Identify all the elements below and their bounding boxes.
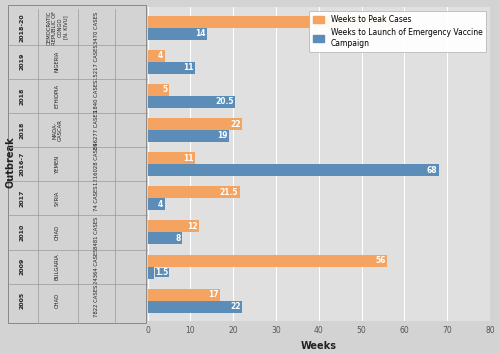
Text: NIGERIA: NIGERIA bbox=[55, 51, 60, 72]
Text: 4: 4 bbox=[158, 200, 164, 209]
Text: 2018: 2018 bbox=[20, 87, 25, 104]
Text: CHAD: CHAD bbox=[55, 293, 60, 308]
Bar bbox=[148, 289, 220, 301]
Text: 74 CASES: 74 CASES bbox=[94, 185, 99, 211]
Text: 2019: 2019 bbox=[20, 53, 25, 70]
Text: 21.5: 21.5 bbox=[220, 188, 238, 197]
Bar bbox=[148, 152, 194, 164]
Text: DEMOCRATIC
REPUBLIC OF
CONGO
[N. KIVU]: DEMOCRATIC REPUBLIC OF CONGO [N. KIVU] bbox=[46, 10, 68, 45]
Text: 2010: 2010 bbox=[20, 224, 25, 241]
Text: 15217 CASES: 15217 CASES bbox=[94, 44, 99, 79]
Bar bbox=[148, 62, 194, 74]
Text: 2005: 2005 bbox=[20, 292, 25, 309]
Text: 22: 22 bbox=[230, 302, 240, 311]
Text: 2018: 2018 bbox=[20, 121, 25, 139]
Bar bbox=[148, 96, 236, 108]
Text: Outbreak: Outbreak bbox=[5, 137, 15, 188]
Bar bbox=[148, 221, 199, 232]
Bar bbox=[148, 255, 387, 267]
Bar bbox=[148, 28, 208, 40]
Bar bbox=[148, 130, 229, 142]
Text: 1.5: 1.5 bbox=[155, 268, 168, 277]
Bar bbox=[148, 301, 242, 313]
Text: SYRIA: SYRIA bbox=[55, 191, 60, 206]
Text: 346277 CASES: 346277 CASES bbox=[94, 110, 99, 150]
Text: 3470 CASES: 3470 CASES bbox=[94, 11, 99, 44]
Text: 2016-7: 2016-7 bbox=[20, 152, 25, 176]
Text: 8: 8 bbox=[175, 234, 180, 243]
Text: 12: 12 bbox=[187, 222, 198, 231]
Bar bbox=[148, 232, 182, 244]
Text: 2017: 2017 bbox=[20, 190, 25, 207]
Text: 4: 4 bbox=[158, 51, 164, 60]
Text: 11: 11 bbox=[183, 63, 194, 72]
Text: YEMEN: YEMEN bbox=[55, 155, 60, 173]
Text: 17: 17 bbox=[208, 290, 219, 299]
Text: 7822 CASES: 7822 CASES bbox=[94, 285, 99, 317]
Text: CHAD: CHAD bbox=[55, 225, 60, 240]
Bar bbox=[148, 50, 164, 62]
Text: 14: 14 bbox=[196, 29, 206, 38]
Bar bbox=[148, 16, 392, 28]
Text: 2018-20: 2018-20 bbox=[20, 13, 25, 42]
Bar bbox=[148, 84, 169, 96]
Bar bbox=[148, 164, 439, 176]
Text: 57: 57 bbox=[380, 17, 390, 26]
Text: 1216028 CASES: 1216028 CASES bbox=[94, 143, 99, 185]
Bar bbox=[148, 186, 240, 198]
Text: ETHIOPIA: ETHIOPIA bbox=[55, 84, 60, 108]
Text: 56: 56 bbox=[376, 256, 386, 265]
Text: 5: 5 bbox=[162, 85, 168, 94]
Text: 2009: 2009 bbox=[20, 258, 25, 275]
Text: 8481 CASES: 8481 CASES bbox=[94, 216, 99, 249]
X-axis label: Weeks: Weeks bbox=[301, 341, 337, 351]
Legend: Weeks to Peak Cases, Weeks to Launch of Emergency Vaccine
Campaign: Weeks to Peak Cases, Weeks to Launch of … bbox=[309, 11, 486, 52]
Text: 19: 19 bbox=[217, 131, 228, 140]
Text: 11: 11 bbox=[183, 154, 194, 163]
Bar bbox=[148, 198, 164, 210]
Text: 68: 68 bbox=[426, 166, 438, 175]
Text: 24364 CASES: 24364 CASES bbox=[94, 249, 99, 285]
Bar bbox=[148, 118, 242, 130]
Bar bbox=[148, 267, 154, 279]
Text: 20.5: 20.5 bbox=[216, 97, 234, 106]
Text: 22: 22 bbox=[230, 120, 240, 128]
Text: MADA-
GASCAR: MADA- GASCAR bbox=[52, 119, 63, 141]
Text: BULGARIA: BULGARIA bbox=[55, 253, 60, 280]
Text: 1840 CASES: 1840 CASES bbox=[94, 80, 99, 112]
